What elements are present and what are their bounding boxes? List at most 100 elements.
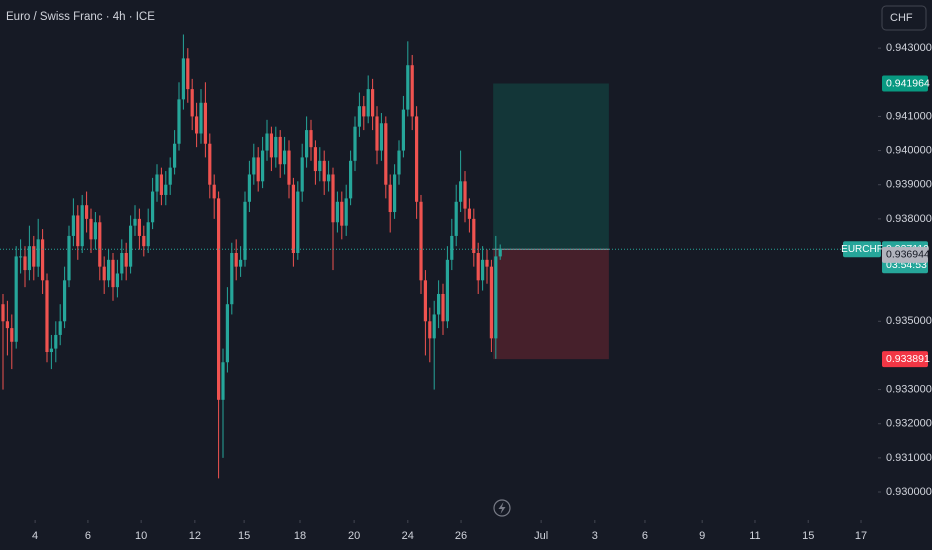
candle-body <box>146 222 150 247</box>
x-tick-label: 3 <box>592 530 598 542</box>
candle-body <box>115 273 119 288</box>
candle-body <box>67 235 71 281</box>
y-tick-label: 0.935000 <box>886 315 932 327</box>
candle-body <box>216 198 221 400</box>
x-tick-label: 24 <box>402 530 414 542</box>
candle-body <box>432 314 436 339</box>
symbol-label-box <box>843 241 881 258</box>
candle-body <box>327 174 331 182</box>
candle-body <box>318 160 322 172</box>
chart-title: Euro / Swiss Franc · 4h · ICE <box>6 11 155 23</box>
candle-body <box>441 293 445 322</box>
candle-body <box>164 184 168 195</box>
candle-body <box>362 106 366 117</box>
candle-body <box>23 256 27 271</box>
candle-body <box>159 174 163 195</box>
candle-body <box>247 174 251 202</box>
candle-body <box>36 239 40 267</box>
price-label-box <box>882 75 928 92</box>
candle-body <box>445 259 450 322</box>
candle-body <box>300 157 304 192</box>
candle-body <box>375 116 379 151</box>
x-tick-label: 20 <box>348 530 360 542</box>
candle-body <box>428 321 432 339</box>
candle-body <box>349 160 353 199</box>
candle-body <box>76 215 80 247</box>
candle-body <box>212 184 216 199</box>
candle-body <box>137 218 141 236</box>
x-tick-label: 10 <box>135 530 147 542</box>
x-tick-label: 15 <box>238 530 250 542</box>
candle-body <box>393 174 397 213</box>
candle-body <box>331 174 335 223</box>
candle-body <box>32 246 36 267</box>
candle-body <box>27 246 31 271</box>
price-label-box <box>882 246 928 263</box>
lightning-icon[interactable] <box>493 499 511 517</box>
candle-body <box>371 89 375 117</box>
candle-body <box>322 160 326 182</box>
candle-body <box>14 256 18 342</box>
candle-body <box>340 201 344 226</box>
candle-body <box>498 249 502 257</box>
candle-body <box>309 130 313 148</box>
candle-body <box>106 259 111 281</box>
x-tick-label: 15 <box>802 530 814 542</box>
candle-body <box>269 133 273 158</box>
candle-body <box>40 239 45 281</box>
candle-body <box>172 143 177 168</box>
candle-body <box>476 253 480 281</box>
candle-body <box>467 208 472 219</box>
candle-body <box>71 215 75 236</box>
candle-body <box>177 99 181 144</box>
candle-body <box>133 218 137 226</box>
candle-body <box>199 102 203 134</box>
candle-body <box>18 256 23 258</box>
candle-body <box>1 304 5 322</box>
candle-body <box>225 304 229 363</box>
candle-body <box>379 123 384 151</box>
candle-body <box>10 328 14 342</box>
candle-body <box>384 123 388 185</box>
candle-body <box>410 65 414 117</box>
candle-body <box>111 259 115 288</box>
candle-body <box>454 201 458 236</box>
candle-body <box>353 126 357 161</box>
candle-body <box>128 225 133 267</box>
candle-body <box>203 102 207 144</box>
candle-body <box>357 106 362 127</box>
y-tick-label: 0.943000 <box>886 42 932 54</box>
candle-body <box>58 321 62 335</box>
candle-body <box>423 280 428 322</box>
currency-button[interactable] <box>881 5 927 31</box>
x-tick-label: 17 <box>855 530 867 542</box>
candle-body <box>459 181 463 202</box>
candle-body <box>256 157 260 182</box>
candle-body <box>481 259 485 281</box>
candle-body <box>45 280 49 353</box>
candle-body <box>437 293 441 315</box>
x-tick-label: 9 <box>699 530 705 542</box>
candle-body <box>366 89 370 117</box>
candle-body <box>62 280 67 322</box>
candle-body <box>124 253 128 267</box>
candle-body <box>80 205 84 247</box>
candle-body <box>120 253 124 274</box>
y-tick-label: 0.932000 <box>886 418 932 430</box>
candle-body <box>243 201 247 260</box>
symbol-label: EURCHF <box>841 244 883 255</box>
candle-body <box>296 191 300 254</box>
candle-body <box>150 191 155 223</box>
price-label: 0.936944 <box>886 249 930 261</box>
candle-body <box>406 65 410 110</box>
candle-body <box>313 147 318 172</box>
price-label-box <box>882 351 928 368</box>
candle-body <box>494 256 498 339</box>
candle-body <box>419 201 423 281</box>
candle-body <box>89 218 93 240</box>
plot-area <box>0 34 878 479</box>
candle-body <box>265 133 269 151</box>
y-tick-label: 0.941000 <box>886 110 932 122</box>
candle-body <box>93 222 97 240</box>
